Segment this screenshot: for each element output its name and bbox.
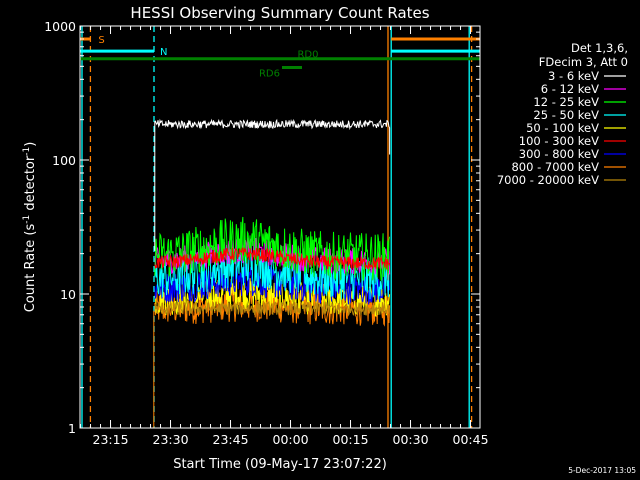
y-tick-label: 1 (68, 421, 76, 436)
x-tick-label: 23:30 (153, 432, 189, 447)
legend-header-line-2: FDecim 3, Att 0 (539, 55, 628, 69)
flag-label: N (160, 47, 167, 58)
legend-entry-label: 300 - 800 keV (519, 147, 599, 161)
y-tick-label: 10 (60, 287, 76, 302)
series-line (154, 300, 391, 317)
y-axis: 1 10 100 1000 (44, 19, 480, 436)
legend-entry-label: 3 - 6 keV (548, 69, 599, 83)
legend-entry-label: 100 - 300 keV (519, 134, 599, 148)
x-axis-label: Start Time (09-May-17 23:07:22) (173, 457, 387, 472)
x-tick-label: 00:30 (393, 432, 429, 447)
generated-timestamp: 5-Dec-2017 13:05 (568, 466, 636, 475)
plot-frame (79, 25, 481, 429)
legend-entry-label: 800 - 7000 keV (511, 160, 599, 174)
legend-entry-label: 12 - 25 keV (533, 95, 599, 109)
x-tick-label: 23:45 (213, 432, 249, 447)
x-axis: 23:15 23:30 23:45 00:00 00:15 00:30 00:45 (80, 26, 489, 447)
series-line (154, 247, 391, 270)
series-layer (153, 118, 391, 428)
y-tick-label: 100 (52, 153, 76, 168)
flag-label: RD0 (297, 50, 318, 61)
chart-title: HESSI Observing Summary Count Rates (130, 4, 429, 22)
x-tick-label: 23:15 (93, 432, 129, 447)
plot-area: S N RD0 RD6 (80, 26, 480, 428)
series-line (154, 216, 391, 281)
flag-label: RD6 (259, 69, 280, 80)
y-tick-label: 1000 (44, 19, 76, 34)
flag-label: S (98, 35, 104, 46)
x-tick-label: 00:45 (453, 432, 489, 447)
legend-entry-label: 50 - 100 keV (526, 121, 599, 135)
x-tick-label: 00:15 (333, 432, 369, 447)
y-axis-label: Count Rate (s-1 detector-1) (22, 142, 38, 313)
flag-bars: S N RD0 RD6 (80, 35, 480, 80)
legend-entry-label: 25 - 50 keV (533, 108, 599, 122)
series-line (154, 118, 391, 251)
x-tick-label: 00:00 (273, 432, 309, 447)
legend-entry-label: 6 - 12 keV (541, 82, 599, 96)
legend-header-line-1: Det 1,3,6, (571, 41, 628, 55)
legend-entry-label: 7000 - 20000 keV (497, 173, 599, 187)
